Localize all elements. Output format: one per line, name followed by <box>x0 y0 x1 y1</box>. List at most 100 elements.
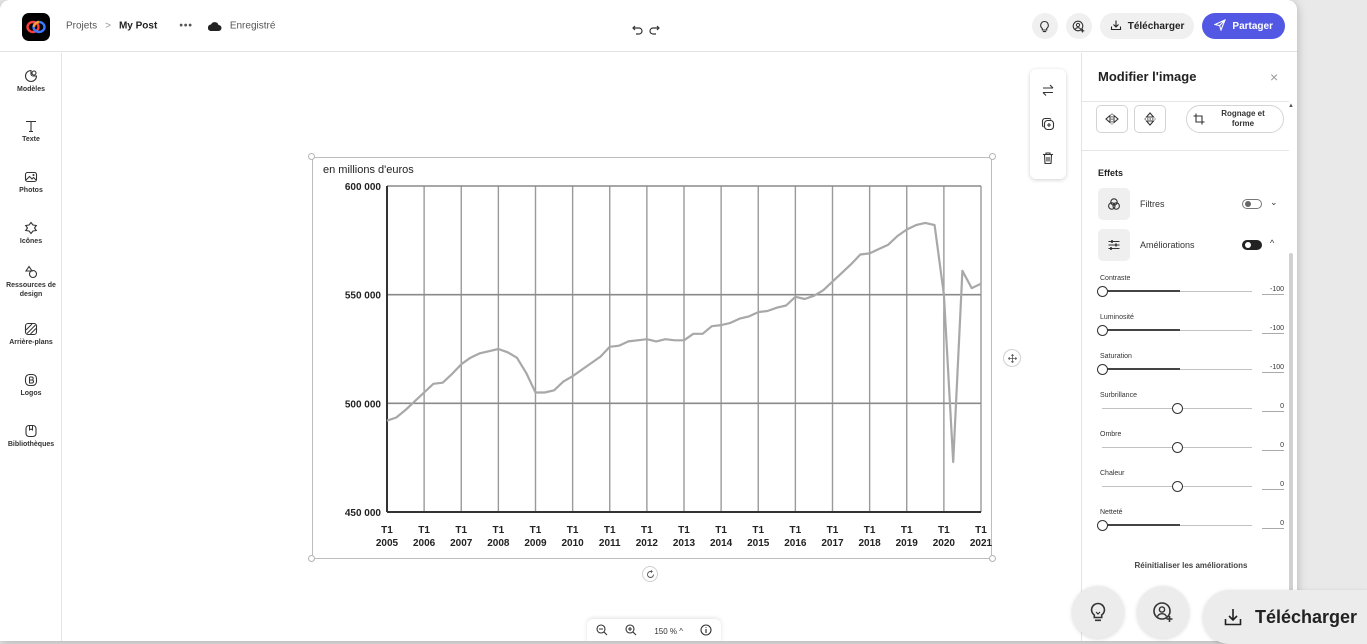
x-tick-label-quarter: T1 <box>455 525 467 536</box>
x-tick-label-quarter: T1 <box>752 525 764 536</box>
slider-value-input[interactable]: 0 <box>1262 442 1284 451</box>
scroll-up-icon[interactable]: ▲ <box>1288 103 1294 109</box>
lightbulb-icon <box>1090 602 1106 622</box>
panel-scrollbar[interactable] <box>1289 253 1293 593</box>
info-icon[interactable] <box>700 624 712 638</box>
icons-icon <box>24 221 38 235</box>
delete-icon[interactable] <box>1039 149 1057 167</box>
slider-thumb[interactable] <box>1097 520 1108 531</box>
sidebar-item-libraries[interactable]: Bibliothèques <box>0 424 62 449</box>
slider-4[interactable]: Ombre 0 <box>1098 431 1286 461</box>
reset-enhancements-button[interactable]: Réinitialiser les améliorations <box>1134 561 1248 570</box>
x-tick-label-year: 2017 <box>821 538 844 549</box>
divider <box>1082 101 1289 102</box>
y-tick-label: 550 000 <box>345 291 382 302</box>
zoom-level-dropdown[interactable]: 150 % ^ <box>654 627 683 636</box>
slider-label: Netteté <box>1100 509 1123 516</box>
slider-value-input[interactable]: -100 <box>1262 286 1284 295</box>
download-large-button[interactable]: Télécharger <box>1203 590 1367 644</box>
slider-0[interactable]: Contraste -100 <box>1097 275 1286 305</box>
resize-handle-bottom-left[interactable] <box>308 555 315 562</box>
toggle-knob <box>1245 242 1251 248</box>
x-tick-label-year: 2012 <box>636 538 659 549</box>
crop-and-shape-button[interactable]: Rognage et forme <box>1186 105 1284 133</box>
zoom-out-icon[interactable] <box>596 624 608 638</box>
more-options-button[interactable]: ••• <box>179 20 193 32</box>
sidebar-item-text[interactable]: Texte <box>0 119 62 144</box>
x-tick-label-quarter: T1 <box>901 525 913 536</box>
sidebar-item-templates[interactable]: Modèles <box>0 69 62 94</box>
enhancements-toggle[interactable] <box>1242 240 1262 250</box>
x-tick-label-quarter: T1 <box>604 525 616 536</box>
project-name[interactable]: My Post <box>118 20 158 32</box>
x-tick-label-quarter: T1 <box>715 525 727 536</box>
sidebar-item-logos[interactable]: Logos <box>0 373 62 398</box>
breadcrumb-projects-link[interactable]: Projets <box>66 20 98 32</box>
move-icon[interactable] <box>1003 349 1021 367</box>
zoom-in-icon[interactable] <box>625 624 637 638</box>
filters-toggle[interactable] <box>1242 199 1262 209</box>
download-label: Télécharger <box>1127 20 1185 32</box>
zoom-level: 150 % <box>654 626 677 636</box>
enhancements-row[interactable]: Améliorations ^ <box>1098 229 1284 261</box>
download-button[interactable]: Télécharger <box>1099 13 1195 39</box>
slider-6[interactable]: Netteté 0 <box>1097 509 1286 539</box>
resize-handle-top-right[interactable] <box>989 153 996 160</box>
slider-3[interactable]: Surbrillance 0 <box>1098 392 1286 422</box>
slider-5[interactable]: Chaleur 0 <box>1098 470 1286 500</box>
x-tick-label-quarter: T1 <box>418 525 430 536</box>
slider-thumb[interactable] <box>1172 442 1183 453</box>
add-collaborator-icon[interactable] <box>1065 13 1092 39</box>
rotate-icon[interactable] <box>642 566 658 582</box>
series-line <box>386 221 982 464</box>
resize-handle-top-left[interactable] <box>308 153 315 160</box>
x-tick-label-quarter: T1 <box>530 525 542 536</box>
sidebar-item-design-assets[interactable]: Ressources de design <box>0 265 62 299</box>
sidebar-item-label: Logos <box>20 390 42 397</box>
selected-image[interactable]: 600 000 550 000 500 000 450 000 en millions … <box>312 157 993 559</box>
share-button[interactable]: Partager <box>1202 13 1285 39</box>
filters-label: Filtres <box>1140 199 1165 209</box>
x-tick-label-quarter: T1 <box>678 525 690 536</box>
sidebar-item-backgrounds[interactable]: Arrière-plans <box>0 322 62 347</box>
lightbulb-large-button[interactable] <box>1072 586 1124 638</box>
slider-thumb[interactable] <box>1097 286 1108 297</box>
undo-icon[interactable] <box>632 22 643 40</box>
sidebar-item-label: Arrière-plans <box>9 339 53 346</box>
add-collaborator-large-button[interactable] <box>1137 586 1189 638</box>
divider <box>1082 150 1289 151</box>
slider-thumb[interactable] <box>1097 364 1108 375</box>
resize-handle-bottom-right[interactable] <box>989 555 996 562</box>
duplicate-icon[interactable] <box>1039 115 1057 133</box>
download-label: Télécharger <box>1255 606 1358 627</box>
slider-thumb[interactable] <box>1097 325 1108 336</box>
x-tick-label-year: 2008 <box>487 538 510 549</box>
chevron-down-icon[interactable]: ⌄ <box>1270 197 1278 207</box>
slider-2[interactable]: Saturation -100 <box>1097 353 1286 383</box>
sidebar-item-photos[interactable]: Photos <box>0 170 62 195</box>
slider-value-input[interactable]: -100 <box>1262 325 1284 334</box>
swap-icon[interactable] <box>1039 81 1057 99</box>
crop-label: Rognage et forme <box>1221 109 1265 128</box>
close-icon[interactable]: × <box>1270 69 1279 85</box>
filters-row[interactable]: Filtres ⌄ <box>1098 188 1284 220</box>
creative-cloud-logo-icon[interactable] <box>22 13 50 41</box>
y-tick-label: 500 000 <box>345 399 382 410</box>
redo-icon[interactable] <box>649 22 660 40</box>
panel-title: Modifier l'image <box>1098 69 1197 84</box>
slider-value-input[interactable]: 0 <box>1262 403 1284 412</box>
slider-value-input[interactable]: 0 <box>1262 481 1284 490</box>
slider-thumb[interactable] <box>1172 481 1183 492</box>
x-tick-label-year: 2007 <box>450 538 473 549</box>
slider-1[interactable]: Luminosité -100 <box>1097 314 1286 344</box>
lightbulb-icon[interactable] <box>1031 13 1058 39</box>
slider-fill <box>1106 290 1180 292</box>
sidebar-item-icons[interactable]: Icônes <box>0 221 62 246</box>
flip-horizontal-button[interactable] <box>1096 105 1128 133</box>
breadcrumb-separator: > <box>105 20 111 32</box>
slider-thumb[interactable] <box>1172 403 1183 414</box>
flip-vertical-button[interactable] <box>1134 105 1166 133</box>
slider-value-input[interactable]: 0 <box>1262 520 1284 529</box>
chevron-up-icon[interactable]: ^ <box>1270 238 1275 248</box>
slider-value-input[interactable]: -100 <box>1262 364 1284 373</box>
